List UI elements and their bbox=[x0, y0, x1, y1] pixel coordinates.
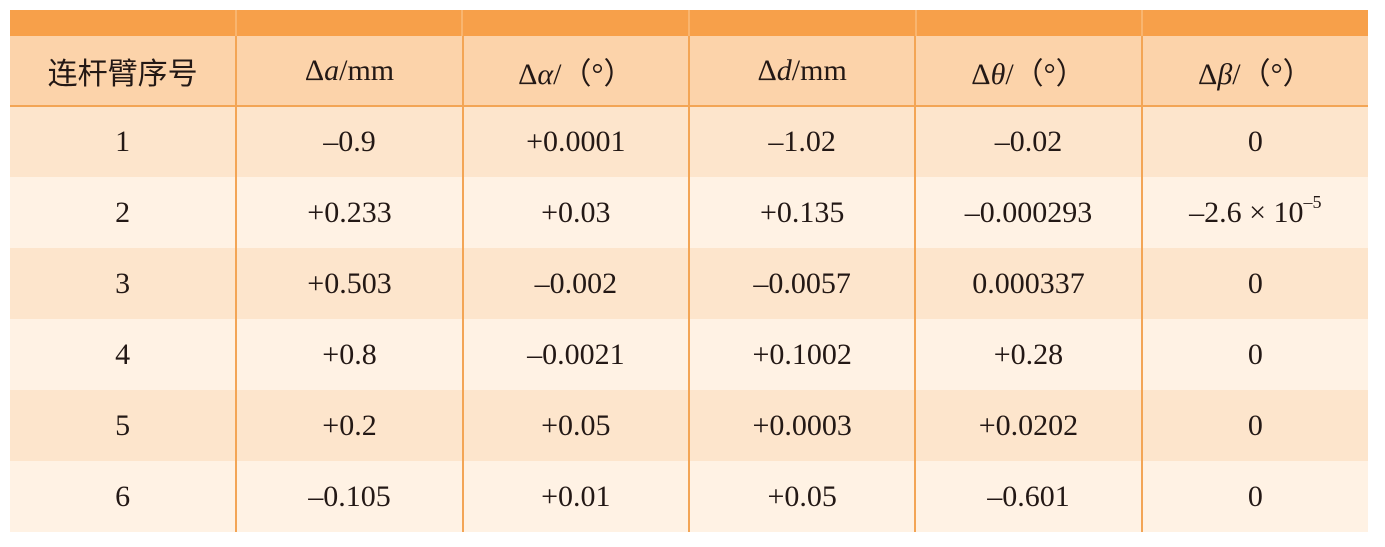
cell: +0.233 bbox=[235, 177, 463, 248]
table-body: 1 –0.9 +0.0001 –1.02 –0.02 0 2 +0.233 +0.03 +0.13… bbox=[10, 106, 1368, 532]
table-row: 6 –0.105 +0.01 +0.05 –0.601 0 bbox=[10, 461, 1368, 532]
cell: 0 bbox=[1140, 319, 1368, 390]
header-text: /mm bbox=[339, 53, 395, 87]
data-table: 连杆臂序号 Δa/mm Δα/（°） Δd/mm Δθ/（°） Δβ/（°） 1 –0.9 +… bbox=[10, 36, 1368, 532]
cell: 0 bbox=[1140, 106, 1368, 177]
table-header: 连杆臂序号 Δa/mm Δα/（°） Δd/mm Δθ/（°） Δβ/（°） bbox=[10, 36, 1368, 107]
cell: +0.0202 bbox=[914, 390, 1142, 461]
cell: +0.2 bbox=[235, 390, 463, 461]
cell: –0.9 bbox=[235, 106, 463, 177]
header-text: /（°） bbox=[553, 57, 634, 91]
header-cell: Δa/mm bbox=[235, 36, 463, 107]
header-text: /（°） bbox=[1005, 57, 1086, 91]
header-text: θ bbox=[990, 57, 1006, 91]
bar-segment bbox=[234, 10, 462, 36]
cell: –0.0021 bbox=[461, 319, 689, 390]
table-row: 1 –0.9 +0.0001 –1.02 –0.02 0 bbox=[10, 106, 1368, 177]
header-text: α bbox=[537, 57, 554, 91]
header-text: Δ bbox=[971, 57, 991, 91]
header-text: /（°） bbox=[1232, 57, 1313, 91]
table-row: 2 +0.233 +0.03 +0.135 –0.000293 –2.6 × 10–5 bbox=[10, 177, 1368, 248]
bar-segment bbox=[1141, 10, 1368, 36]
header-text: /mm bbox=[791, 53, 847, 87]
header-text: Δ bbox=[304, 53, 325, 87]
header-text: Δ bbox=[518, 57, 538, 91]
table-row: 5 +0.2 +0.05 +0.0003 +0.0202 0 bbox=[10, 390, 1368, 461]
header-text: d bbox=[776, 53, 792, 87]
header-row: 连杆臂序号 Δa/mm Δα/（°） Δd/mm Δθ/（°） Δβ/（°） bbox=[10, 36, 1368, 107]
cell: +0.8 bbox=[235, 319, 463, 390]
header-text: 连杆臂序号 bbox=[47, 57, 198, 91]
cell: –2.6 × 10–5 bbox=[1140, 177, 1368, 248]
cell: +0.0003 bbox=[687, 390, 916, 461]
header-text: β bbox=[1217, 57, 1233, 91]
cell: 0 bbox=[1140, 461, 1368, 532]
header-text: a bbox=[324, 53, 340, 87]
header-cell: Δα/（°） bbox=[461, 36, 689, 107]
cell-text: –2.6 × 10 bbox=[1189, 195, 1304, 229]
cell: –0.002 bbox=[461, 248, 689, 319]
header-cell: Δβ/（°） bbox=[1140, 36, 1368, 107]
cell: 0 bbox=[1140, 390, 1368, 461]
table-row: 3 +0.503 –0.002 –0.0057 0.000337 0 bbox=[10, 248, 1368, 319]
cell: 4 bbox=[115, 337, 131, 371]
cell: +0.0001 bbox=[461, 106, 689, 177]
cell: 0.000337 bbox=[914, 248, 1142, 319]
cell: +0.28 bbox=[914, 319, 1142, 390]
bar-segment bbox=[10, 10, 235, 36]
cell: 5 bbox=[115, 408, 131, 442]
header-text: Δ bbox=[757, 53, 777, 87]
bar-segment bbox=[461, 10, 688, 36]
cell: +0.05 bbox=[461, 390, 689, 461]
cell: –0.0057 bbox=[687, 248, 916, 319]
cell: 1 bbox=[115, 125, 131, 158]
cell: +0.503 bbox=[235, 248, 463, 319]
cell: –1.02 bbox=[687, 106, 916, 177]
cell: +0.01 bbox=[461, 461, 689, 532]
bar-segment bbox=[688, 10, 915, 36]
bar-segment bbox=[914, 10, 1142, 36]
header-text: Δ bbox=[1198, 57, 1218, 91]
cell: –0.105 bbox=[235, 461, 463, 532]
cell: 0 bbox=[1140, 248, 1368, 319]
cell: +0.03 bbox=[461, 177, 689, 248]
top-bar bbox=[10, 10, 1368, 36]
table-row: 4 +0.8 –0.0021 +0.1002 +0.28 0 bbox=[10, 319, 1368, 390]
cell: 6 bbox=[115, 479, 131, 513]
cell: +0.1002 bbox=[687, 319, 916, 390]
cell: +0.135 bbox=[687, 177, 916, 248]
header-cell: Δθ/（°） bbox=[914, 36, 1142, 107]
table-container: 连杆臂序号 Δa/mm Δα/（°） Δd/mm Δθ/（°） Δβ/（°） 1 –0.9 +… bbox=[10, 10, 1368, 532]
cell: +0.05 bbox=[687, 461, 916, 532]
header-cell: Δd/mm bbox=[687, 36, 916, 107]
cell: 2 bbox=[115, 195, 131, 229]
exponent: –5 bbox=[1303, 191, 1322, 212]
cell: –0.000293 bbox=[914, 177, 1142, 248]
cell: –0.601 bbox=[914, 461, 1142, 532]
header-cell: 连杆臂序号 bbox=[10, 36, 237, 107]
cell: –0.02 bbox=[914, 106, 1142, 177]
cell: 3 bbox=[115, 266, 131, 300]
